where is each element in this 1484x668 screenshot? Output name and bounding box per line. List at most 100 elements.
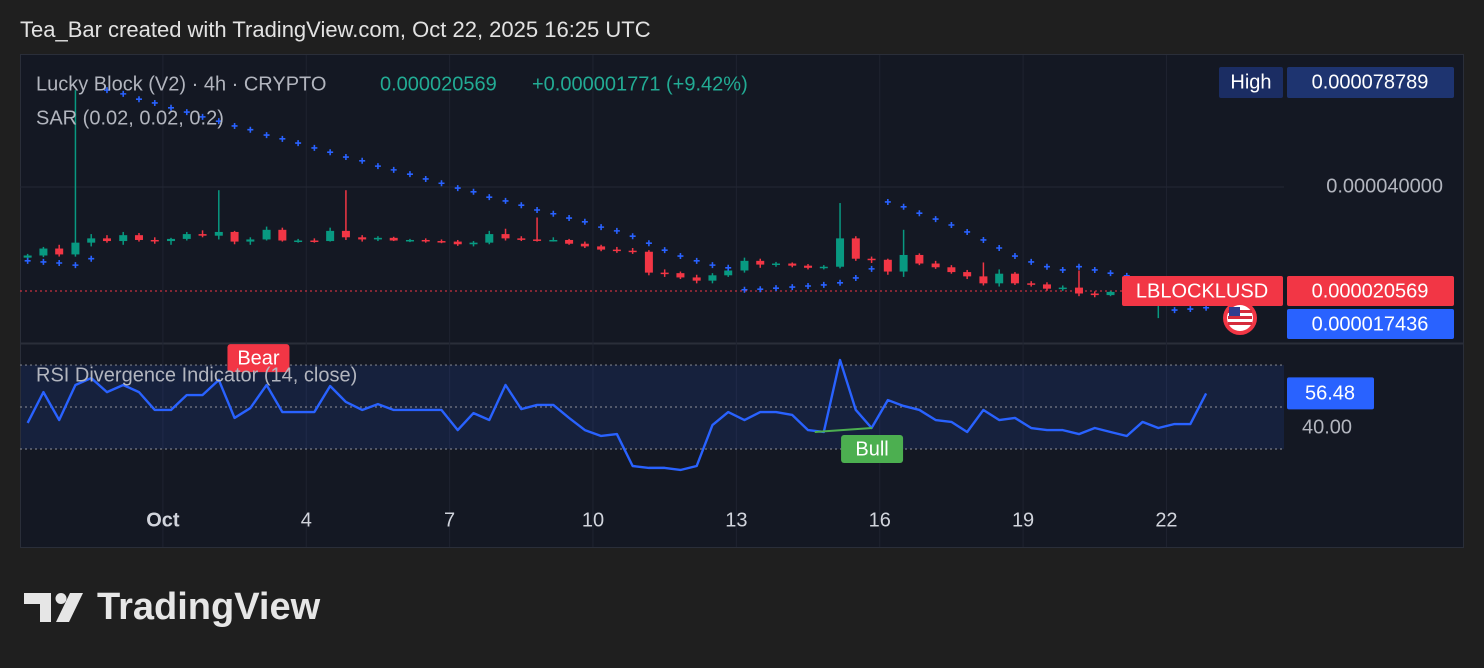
high-value-badge <box>1287 67 1454 98</box>
sar-dot <box>1187 306 1194 313</box>
flag-stripe <box>1228 322 1252 325</box>
candle-body <box>437 241 446 243</box>
y-tick-label: 40.00 <box>1302 416 1352 438</box>
candle-body <box>1027 283 1036 285</box>
sar-dot <box>613 227 620 234</box>
sar-dot <box>693 257 700 264</box>
candle-body <box>867 258 876 261</box>
candle-body <box>102 238 111 242</box>
sar-dot <box>486 194 493 201</box>
sar-dot <box>279 135 286 142</box>
sar-dot <box>900 203 907 210</box>
x-tick-label: 10 <box>582 509 604 531</box>
candle-body <box>278 229 287 241</box>
candle-body <box>230 231 239 242</box>
candle-body <box>740 260 749 271</box>
candle-body <box>628 250 637 253</box>
sar-dot <box>932 216 939 223</box>
candle-body <box>262 229 271 240</box>
sar-dot <box>199 113 206 120</box>
candle-body <box>804 265 813 268</box>
x-tick-label: Oct <box>146 509 180 531</box>
sar-dot <box>168 104 175 111</box>
candle-body <box>533 239 542 241</box>
sar-dot <box>709 262 716 269</box>
candle-body <box>485 234 494 243</box>
sar-dot <box>247 126 254 133</box>
candle-body <box>692 277 701 281</box>
candle-body <box>389 237 398 241</box>
annotation-label: Bear <box>237 347 280 369</box>
sar-dot <box>406 171 413 178</box>
candle-body <box>597 246 606 250</box>
candle-body <box>963 272 972 277</box>
candle-body <box>565 239 574 244</box>
sar-dot <box>390 166 397 173</box>
rsi-line <box>26 358 1208 472</box>
candle-body <box>23 255 32 258</box>
candle-body <box>644 251 653 273</box>
sar-dot <box>88 255 95 262</box>
candle-body <box>1058 287 1067 290</box>
sar-dot <box>837 279 844 286</box>
candle-body <box>819 266 828 269</box>
sar-dot <box>725 264 732 271</box>
sar-dot <box>295 140 302 147</box>
x-tick-label: 22 <box>1155 509 1177 531</box>
sar-dot <box>263 132 270 139</box>
sar-dot <box>741 286 748 293</box>
candle-body <box>612 249 621 252</box>
sar-dot <box>311 144 318 151</box>
sar-dot <box>884 198 891 205</box>
candle-body <box>517 238 526 240</box>
sar-dot <box>773 285 780 292</box>
candle-body <box>150 239 159 242</box>
sar-dot <box>24 257 31 264</box>
x-tick-label: 4 <box>301 509 312 531</box>
divergence-line <box>814 427 873 433</box>
candle-body <box>373 237 382 240</box>
last-price-badge <box>1287 275 1454 306</box>
candle-body <box>87 238 96 243</box>
candle-body <box>358 237 367 240</box>
candle-body <box>39 248 48 256</box>
sar-dot <box>1059 266 1066 273</box>
sar-dot <box>438 180 445 187</box>
candle-body <box>1010 273 1019 284</box>
sar-dot <box>470 188 477 195</box>
last-price-label: 0.000020569 <box>1312 280 1429 302</box>
candle-body <box>931 263 940 268</box>
sar-dot <box>661 247 668 254</box>
sar-dot <box>677 253 684 260</box>
sar-dot <box>56 259 63 266</box>
candle-body <box>198 234 207 236</box>
candle-body <box>1090 293 1099 296</box>
candle-body <box>182 234 191 239</box>
flag-icon <box>1223 301 1257 335</box>
candle-body <box>947 267 956 273</box>
sar-dot <box>852 274 859 281</box>
brand-logo <box>24 593 83 622</box>
candle-body <box>899 254 908 272</box>
candle-body <box>134 235 143 240</box>
legend-price: 0.000020569 <box>380 73 497 95</box>
candle-body <box>708 275 717 281</box>
header: Tea_Bar created with TradingView.com, Oc… <box>20 17 651 42</box>
sar-dot <box>215 118 222 125</box>
sar-dot <box>422 175 429 182</box>
sar-dot <box>645 240 652 247</box>
candle-body <box>1042 284 1051 289</box>
sar-dot <box>789 284 796 291</box>
x-tick-label: 13 <box>725 509 747 531</box>
logo-part <box>24 593 51 622</box>
sar-dot <box>1091 266 1098 273</box>
sar-dot <box>550 210 557 217</box>
candle-body <box>71 242 80 255</box>
sar-dot <box>964 228 971 235</box>
annotation-badge <box>227 344 290 373</box>
candle-body <box>405 239 414 242</box>
candle-body <box>501 234 510 239</box>
candle-body <box>1074 287 1083 294</box>
